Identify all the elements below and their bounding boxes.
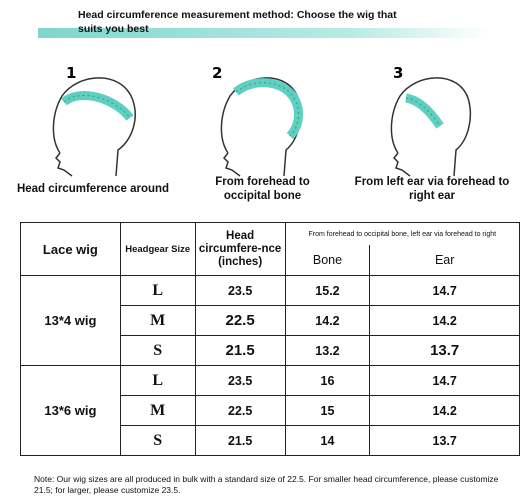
table-row: M 22.5 15 14.2 bbox=[21, 395, 520, 426]
step-caption: From forehead to occipital bone bbox=[215, 176, 310, 202]
note: Note: Our wig sizes are all produced in … bbox=[34, 474, 499, 495]
head-3 bbox=[390, 77, 472, 177]
group-name: 13*4 wig bbox=[20, 275, 121, 366]
header-title: Head circumference measurement method: C… bbox=[78, 9, 397, 35]
value-cell: 23.5 bbox=[194, 275, 286, 306]
table-row: S 21.5 14 13.7 bbox=[21, 425, 520, 456]
size-cell: S bbox=[119, 425, 196, 456]
step-number: 1 bbox=[66, 64, 76, 82]
header-bar bbox=[38, 28, 490, 38]
value-cell: 14.7 bbox=[369, 275, 520, 306]
step-caption: Head circumference around bbox=[16, 183, 170, 195]
value-cell: 14 bbox=[284, 425, 371, 456]
size-cell: L bbox=[119, 365, 196, 396]
header-cell: From forehead to occipital bone, left ea… bbox=[284, 222, 521, 246]
head-1 bbox=[52, 77, 136, 177]
head-2 bbox=[220, 77, 303, 177]
size-cell: S bbox=[119, 335, 196, 366]
header-cell: Bone bbox=[284, 245, 371, 277]
value-cell: 22.5 bbox=[194, 395, 286, 426]
header-cell: Lace wig bbox=[20, 222, 121, 276]
value-cell: 23.5 bbox=[194, 365, 286, 396]
value-cell: 15.2 bbox=[284, 275, 371, 306]
step-caption: From left ear via forehead to right ear bbox=[354, 176, 510, 202]
step-number: 2 bbox=[212, 64, 222, 82]
size-cell: L bbox=[119, 275, 196, 306]
table-body: 13*4 wig L 23.5 15.2 14.7 M 22.5 14.2 14.2 S 21.5 1… bbox=[20, 275, 520, 456]
value-cell: 15 bbox=[284, 395, 371, 426]
value-cell: 21.5 bbox=[194, 335, 286, 366]
table-row: 13*4 wig L 23.5 15.2 14.7 bbox=[20, 275, 520, 366]
value-cell: 22.5 bbox=[194, 305, 286, 336]
illustrations: 1 2 3 bbox=[52, 64, 472, 177]
value-cell: 14.2 bbox=[369, 395, 520, 426]
header-cell: Headgear Size bbox=[119, 222, 196, 276]
value-cell: 14.2 bbox=[284, 305, 371, 336]
table-row: S 21.5 13.2 13.7 bbox=[21, 335, 520, 366]
header-cell: Ear bbox=[369, 245, 520, 277]
value-cell: 16 bbox=[284, 365, 371, 396]
group-name: 13*6 wig bbox=[20, 365, 121, 456]
size-table: Lace wig Headgear Size Head circumfere-n… bbox=[20, 222, 521, 456]
step-number: 3 bbox=[393, 64, 403, 82]
value-cell: 13.7 bbox=[369, 425, 520, 456]
size-cell: M bbox=[119, 305, 196, 336]
table-row: M 22.5 14.2 14.2 bbox=[21, 305, 520, 336]
value-cell: 13.7 bbox=[369, 335, 520, 366]
value-cell: 21.5 bbox=[194, 425, 286, 456]
value-cell: 14.2 bbox=[369, 305, 520, 336]
table-row: 13*6 wig L 23.5 16 14.7 bbox=[20, 365, 520, 456]
size-cell: M bbox=[119, 395, 196, 426]
header-cell: Head circumfere-nce (inches) bbox=[194, 222, 286, 276]
value-cell: 13.2 bbox=[284, 335, 371, 366]
value-cell: 14.7 bbox=[369, 365, 520, 396]
